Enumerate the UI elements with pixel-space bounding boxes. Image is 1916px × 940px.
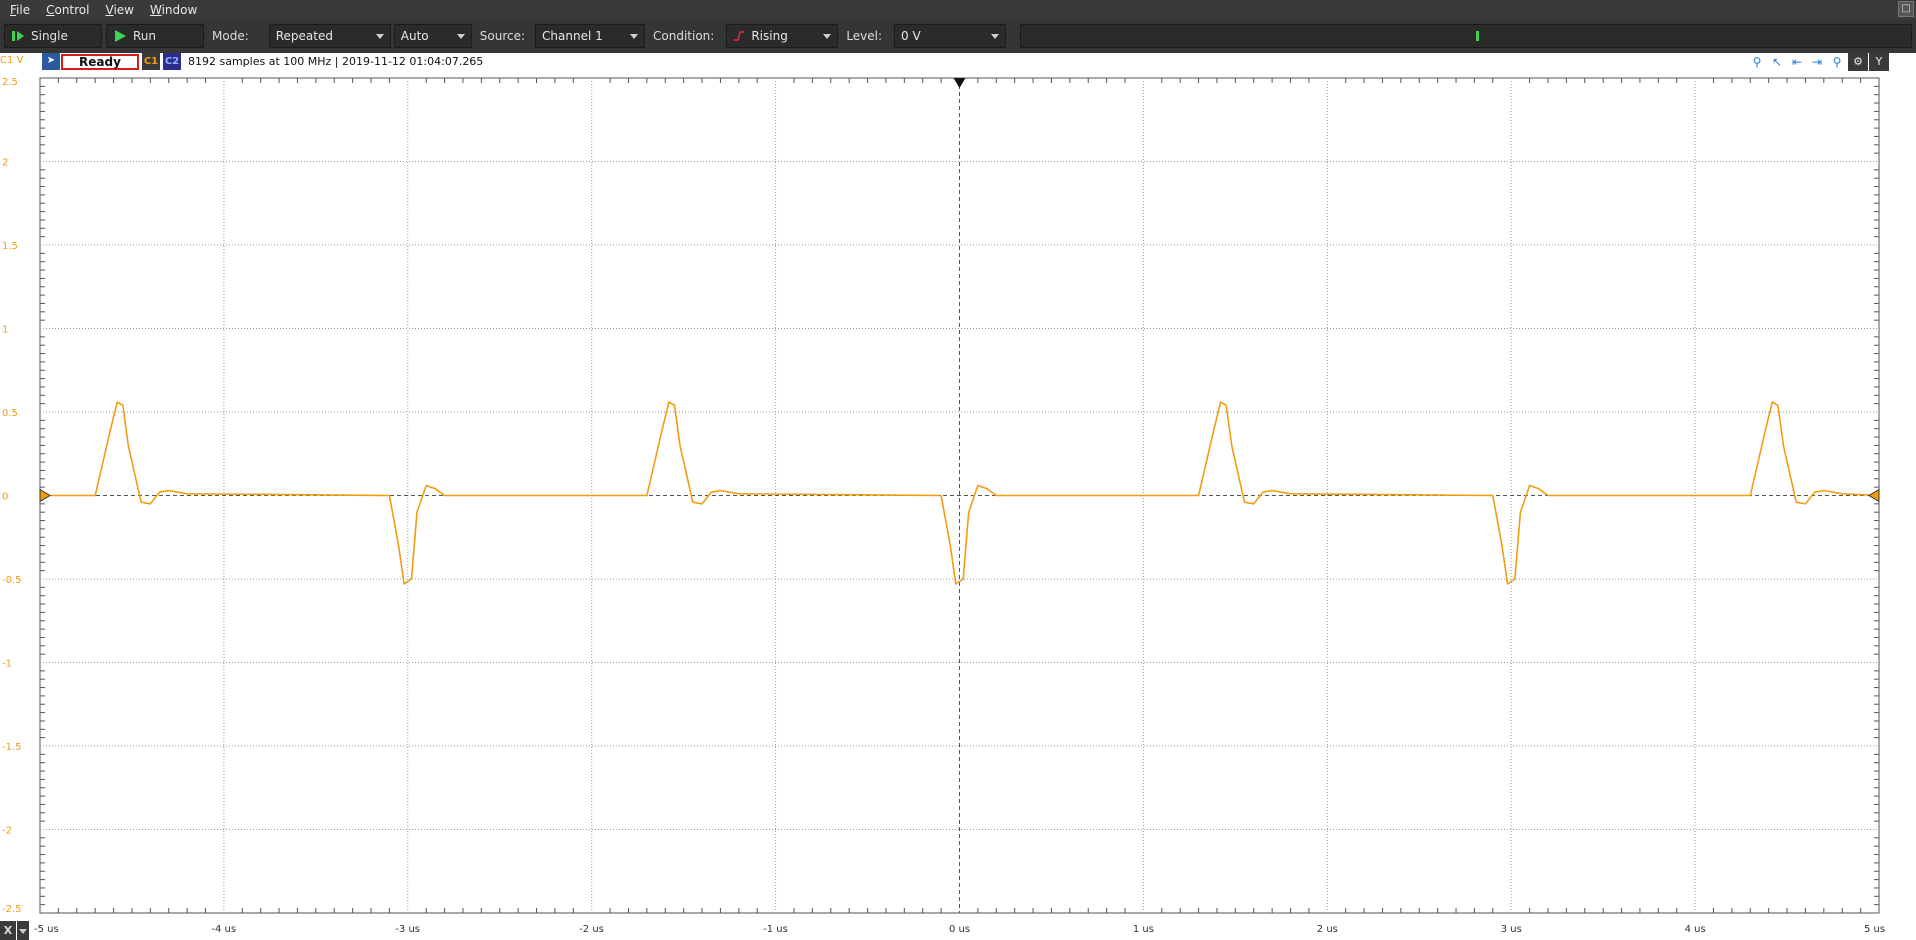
trace-line (40, 401, 1880, 585)
menu-file[interactable]: File (0, 3, 38, 17)
x-tick-label: -4 us (211, 924, 237, 935)
menu-file-mnemonic: F (10, 2, 17, 17)
x-tick-label: -1 us (763, 924, 788, 935)
channel-1-toggle[interactable]: C1 (142, 53, 160, 70)
y-tick-label: 1.5 (2, 241, 18, 252)
menu-view[interactable]: View (97, 3, 141, 17)
x-axis-bar: -5 us -4 us -3 us -2 us -1 us 0 us 1 us 2 us 3 u… (0, 921, 1916, 940)
y-tick-label: -2 (2, 826, 12, 837)
condition-select[interactable]: Rising (726, 24, 839, 48)
y-tick-label: 0 (2, 492, 8, 503)
y-tick-label: 2.5 (2, 77, 18, 88)
x-tick-label: 2 us (1316, 924, 1338, 935)
trigger-position-marker[interactable] (1476, 31, 1480, 41)
source-value: Channel 1 (542, 29, 603, 43)
trigger-time-marker[interactable] (953, 78, 966, 88)
x-tick-label: 5 us (1864, 924, 1886, 935)
chevron-down-icon (19, 929, 27, 934)
chevron-down-icon (991, 33, 1000, 39)
menu-control-rest: ontrol (54, 2, 90, 17)
level-label: Level: (846, 29, 883, 43)
auto-select[interactable]: Auto (393, 24, 472, 48)
y-tick-label: 2 (2, 158, 8, 169)
chevron-down-icon (456, 33, 465, 39)
trigger-position-strip[interactable] (1020, 24, 1912, 48)
plot-markers (39, 78, 1880, 503)
source-select[interactable]: Channel 1 (535, 24, 646, 48)
acquisition-info: 8192 samples at 100 MHz | 2019-11-12 01:… (188, 55, 484, 68)
y-tick-label: 1 (2, 325, 8, 336)
x-tick-label: -3 us (395, 924, 420, 935)
oscilloscope-plot[interactable]: 2.5 2 1.5 1 0.5 0 -0.5 -1 -1.5 -2 -2.5 (0, 71, 1916, 921)
menu-bar: File Control View Window □ (0, 0, 1916, 19)
menu-control-mnemonic: C (46, 2, 55, 17)
single-button[interactable]: Single (4, 24, 102, 48)
x-tick-label: 1 us (1132, 924, 1154, 935)
menu-control[interactable]: Control (38, 3, 97, 17)
x-axis-menu[interactable] (17, 921, 29, 940)
cursor-icon[interactable]: ➤ (42, 53, 60, 70)
rising-edge-icon (734, 31, 745, 41)
menu-window-rest: indow (161, 2, 198, 17)
restore-window-icon[interactable]: □ (1898, 1, 1914, 17)
zoom-toolbar: ⚲ ↖ ⇤ ⇥ ⚲ ⚙ Y (1747, 53, 1889, 71)
acquisition-status: Ready (61, 54, 139, 70)
menu-view-rest: iew (113, 2, 134, 17)
chevron-down-icon (823, 33, 832, 39)
trigger-level-marker[interactable] (1868, 488, 1880, 503)
menu-file-rest: ile (16, 2, 31, 17)
x-tick-label: 0 us (949, 924, 971, 935)
x-tick-label: -2 us (579, 924, 604, 935)
play-icon (113, 29, 127, 43)
condition-value: Rising (751, 29, 788, 43)
y-tick-label: -0.5 (2, 575, 22, 586)
status-row: C1 V ➤ Ready C1 C2 8192 samples at 100 M… (0, 53, 1916, 71)
condition-label: Condition: (653, 29, 715, 43)
y-tick-label: 0.5 (2, 408, 18, 419)
mode-select[interactable]: Repeated (268, 24, 391, 48)
level-value: 0 V (901, 29, 921, 43)
chevron-down-icon (630, 33, 639, 39)
toolbar: Single Run Mode: Repeated Auto Source: C… (0, 19, 1916, 53)
close-icon[interactable]: X (0, 921, 16, 940)
y-axis-ticks: 2.5 2 1.5 1 0.5 0 -0.5 -1 -1.5 -2 -2.5 (2, 77, 22, 915)
channel-offset-marker[interactable] (39, 488, 51, 503)
zoom-fit-icon[interactable]: ⚲ (1832, 55, 1842, 69)
y-tick-label: -1 (2, 659, 12, 670)
x-tick-label: 4 us (1684, 924, 1706, 935)
menu-window[interactable]: Window (142, 3, 205, 17)
single-step-icon (11, 29, 25, 43)
y-tick-label: -1.5 (2, 742, 22, 753)
channel-2-toggle[interactable]: C2 (163, 53, 181, 70)
x-tick-label: 3 us (1500, 924, 1522, 935)
x-axis-labels: -5 us -4 us -3 us -2 us -1 us 0 us 1 us 2 us 3 u… (0, 921, 1916, 940)
level-input[interactable]: 0 V (894, 24, 1007, 48)
channel-axis-label: C1 V (0, 55, 24, 66)
single-label: Single (31, 29, 68, 43)
menu-window-mnemonic: W (149, 2, 162, 17)
vertical-zoom-icon[interactable]: ⇥ (1811, 55, 1823, 69)
mode-value: Repeated (275, 29, 333, 43)
menu-view-mnemonic: V (105, 2, 114, 17)
source-label: Source: (479, 29, 526, 43)
condition-content: Rising (733, 29, 788, 43)
gear-icon[interactable]: ⚙ (1848, 53, 1868, 71)
auto-value: Auto (400, 29, 429, 43)
mode-label: Mode: (212, 29, 249, 43)
y-axis-button[interactable]: Y (1869, 53, 1889, 71)
cursor-zoom-icon[interactable]: ↖ (1771, 55, 1783, 69)
x-tick-label: -5 us (34, 924, 59, 935)
run-button[interactable]: Run (106, 24, 204, 48)
run-label: Run (133, 29, 157, 43)
chevron-down-icon (375, 33, 384, 39)
horizontal-zoom-icon[interactable]: ⇤ (1791, 55, 1803, 69)
y-tick-label: -2.5 (2, 904, 22, 915)
zoom-in-icon[interactable]: ⚲ (1752, 55, 1762, 69)
channel-1-trace (40, 401, 1880, 585)
